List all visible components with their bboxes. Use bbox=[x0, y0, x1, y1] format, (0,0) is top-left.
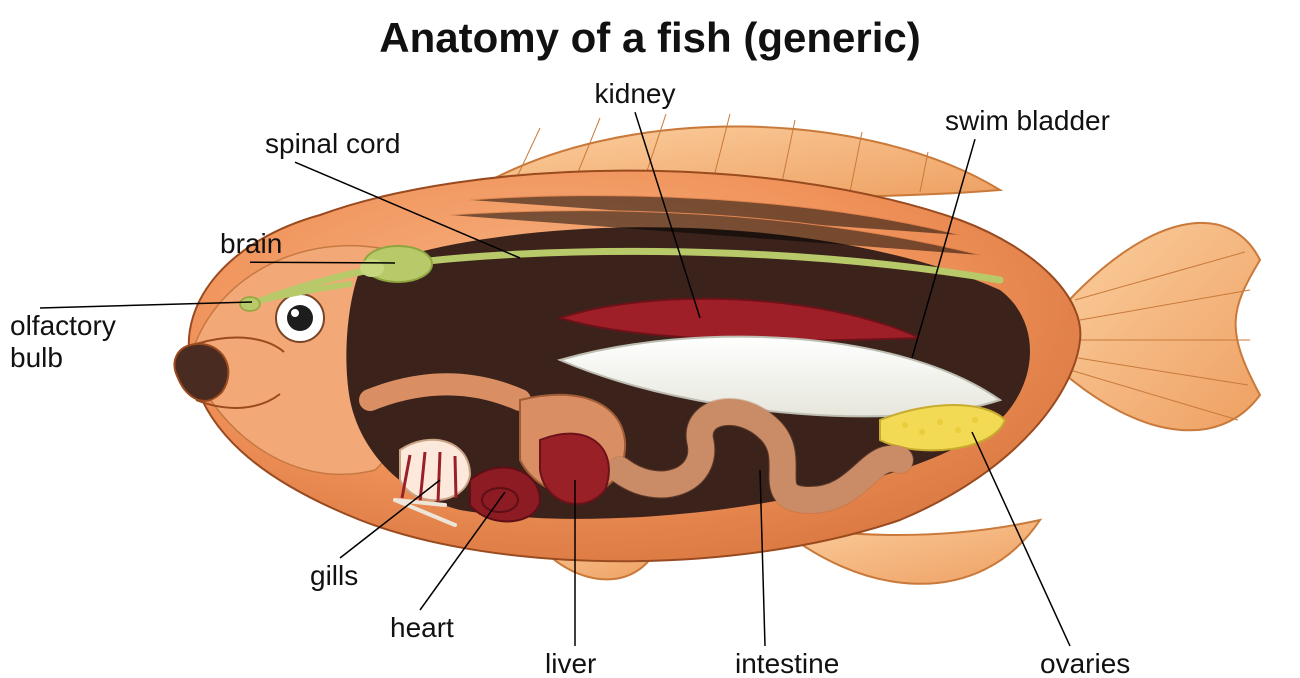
label-gills: gills bbox=[310, 560, 358, 592]
leader-spinal_cord bbox=[295, 162, 520, 258]
diagram-stage: Anatomy of a fish (generic) bbox=[0, 0, 1300, 678]
leader-gills bbox=[340, 480, 440, 558]
leader-swim_bladder bbox=[912, 139, 975, 358]
label-heart: heart bbox=[390, 612, 454, 644]
label-liver: liver bbox=[545, 648, 596, 678]
label-olfactory_bulb: olfactorybulb bbox=[10, 310, 116, 374]
leader-intestine bbox=[760, 470, 765, 646]
leader-olfactory_bulb bbox=[40, 302, 252, 308]
label-ovaries: ovaries bbox=[1040, 648, 1130, 678]
leader-heart bbox=[420, 492, 505, 610]
label-kidney: kidney bbox=[595, 78, 676, 110]
leader-kidney bbox=[635, 112, 700, 318]
leader-ovaries bbox=[972, 432, 1070, 646]
label-spinal_cord: spinal cord bbox=[265, 128, 400, 160]
label-swim_bladder: swim bladder bbox=[945, 105, 1110, 137]
leader-brain bbox=[250, 262, 395, 263]
label-intestine: intestine bbox=[735, 648, 839, 678]
label-brain: brain bbox=[220, 228, 282, 260]
